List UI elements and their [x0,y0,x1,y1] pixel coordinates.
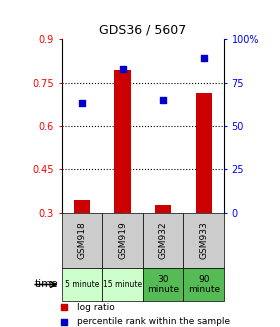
Title: GDS36 / 5607: GDS36 / 5607 [99,24,186,37]
Bar [102,213,143,268]
Point [62,305,66,310]
Point [120,66,125,71]
Text: GSM933: GSM933 [199,221,208,259]
Text: GSM918: GSM918 [77,221,87,259]
Text: 90
minute: 90 minute [188,275,220,294]
Text: time: time [35,280,58,289]
Text: GSM932: GSM932 [158,221,168,259]
Bar [155,205,171,213]
Bar [143,268,183,301]
Bar [183,213,224,268]
Text: GSM919: GSM919 [118,221,127,259]
Bar [62,213,102,268]
Bar [195,93,212,213]
Bar [183,268,224,301]
Bar [74,199,90,213]
Point [62,319,66,324]
Bar [62,268,102,301]
Text: percentile rank within the sample: percentile rank within the sample [77,317,230,326]
Point [161,97,165,103]
Point [80,101,84,106]
Text: 15 minute: 15 minute [103,280,142,289]
Text: 5 minute: 5 minute [65,280,99,289]
Text: log ratio: log ratio [77,303,115,312]
Bar [102,268,143,301]
Bar [143,213,183,268]
Text: 30
minute: 30 minute [147,275,179,294]
Point [201,56,206,61]
Bar [114,70,130,213]
